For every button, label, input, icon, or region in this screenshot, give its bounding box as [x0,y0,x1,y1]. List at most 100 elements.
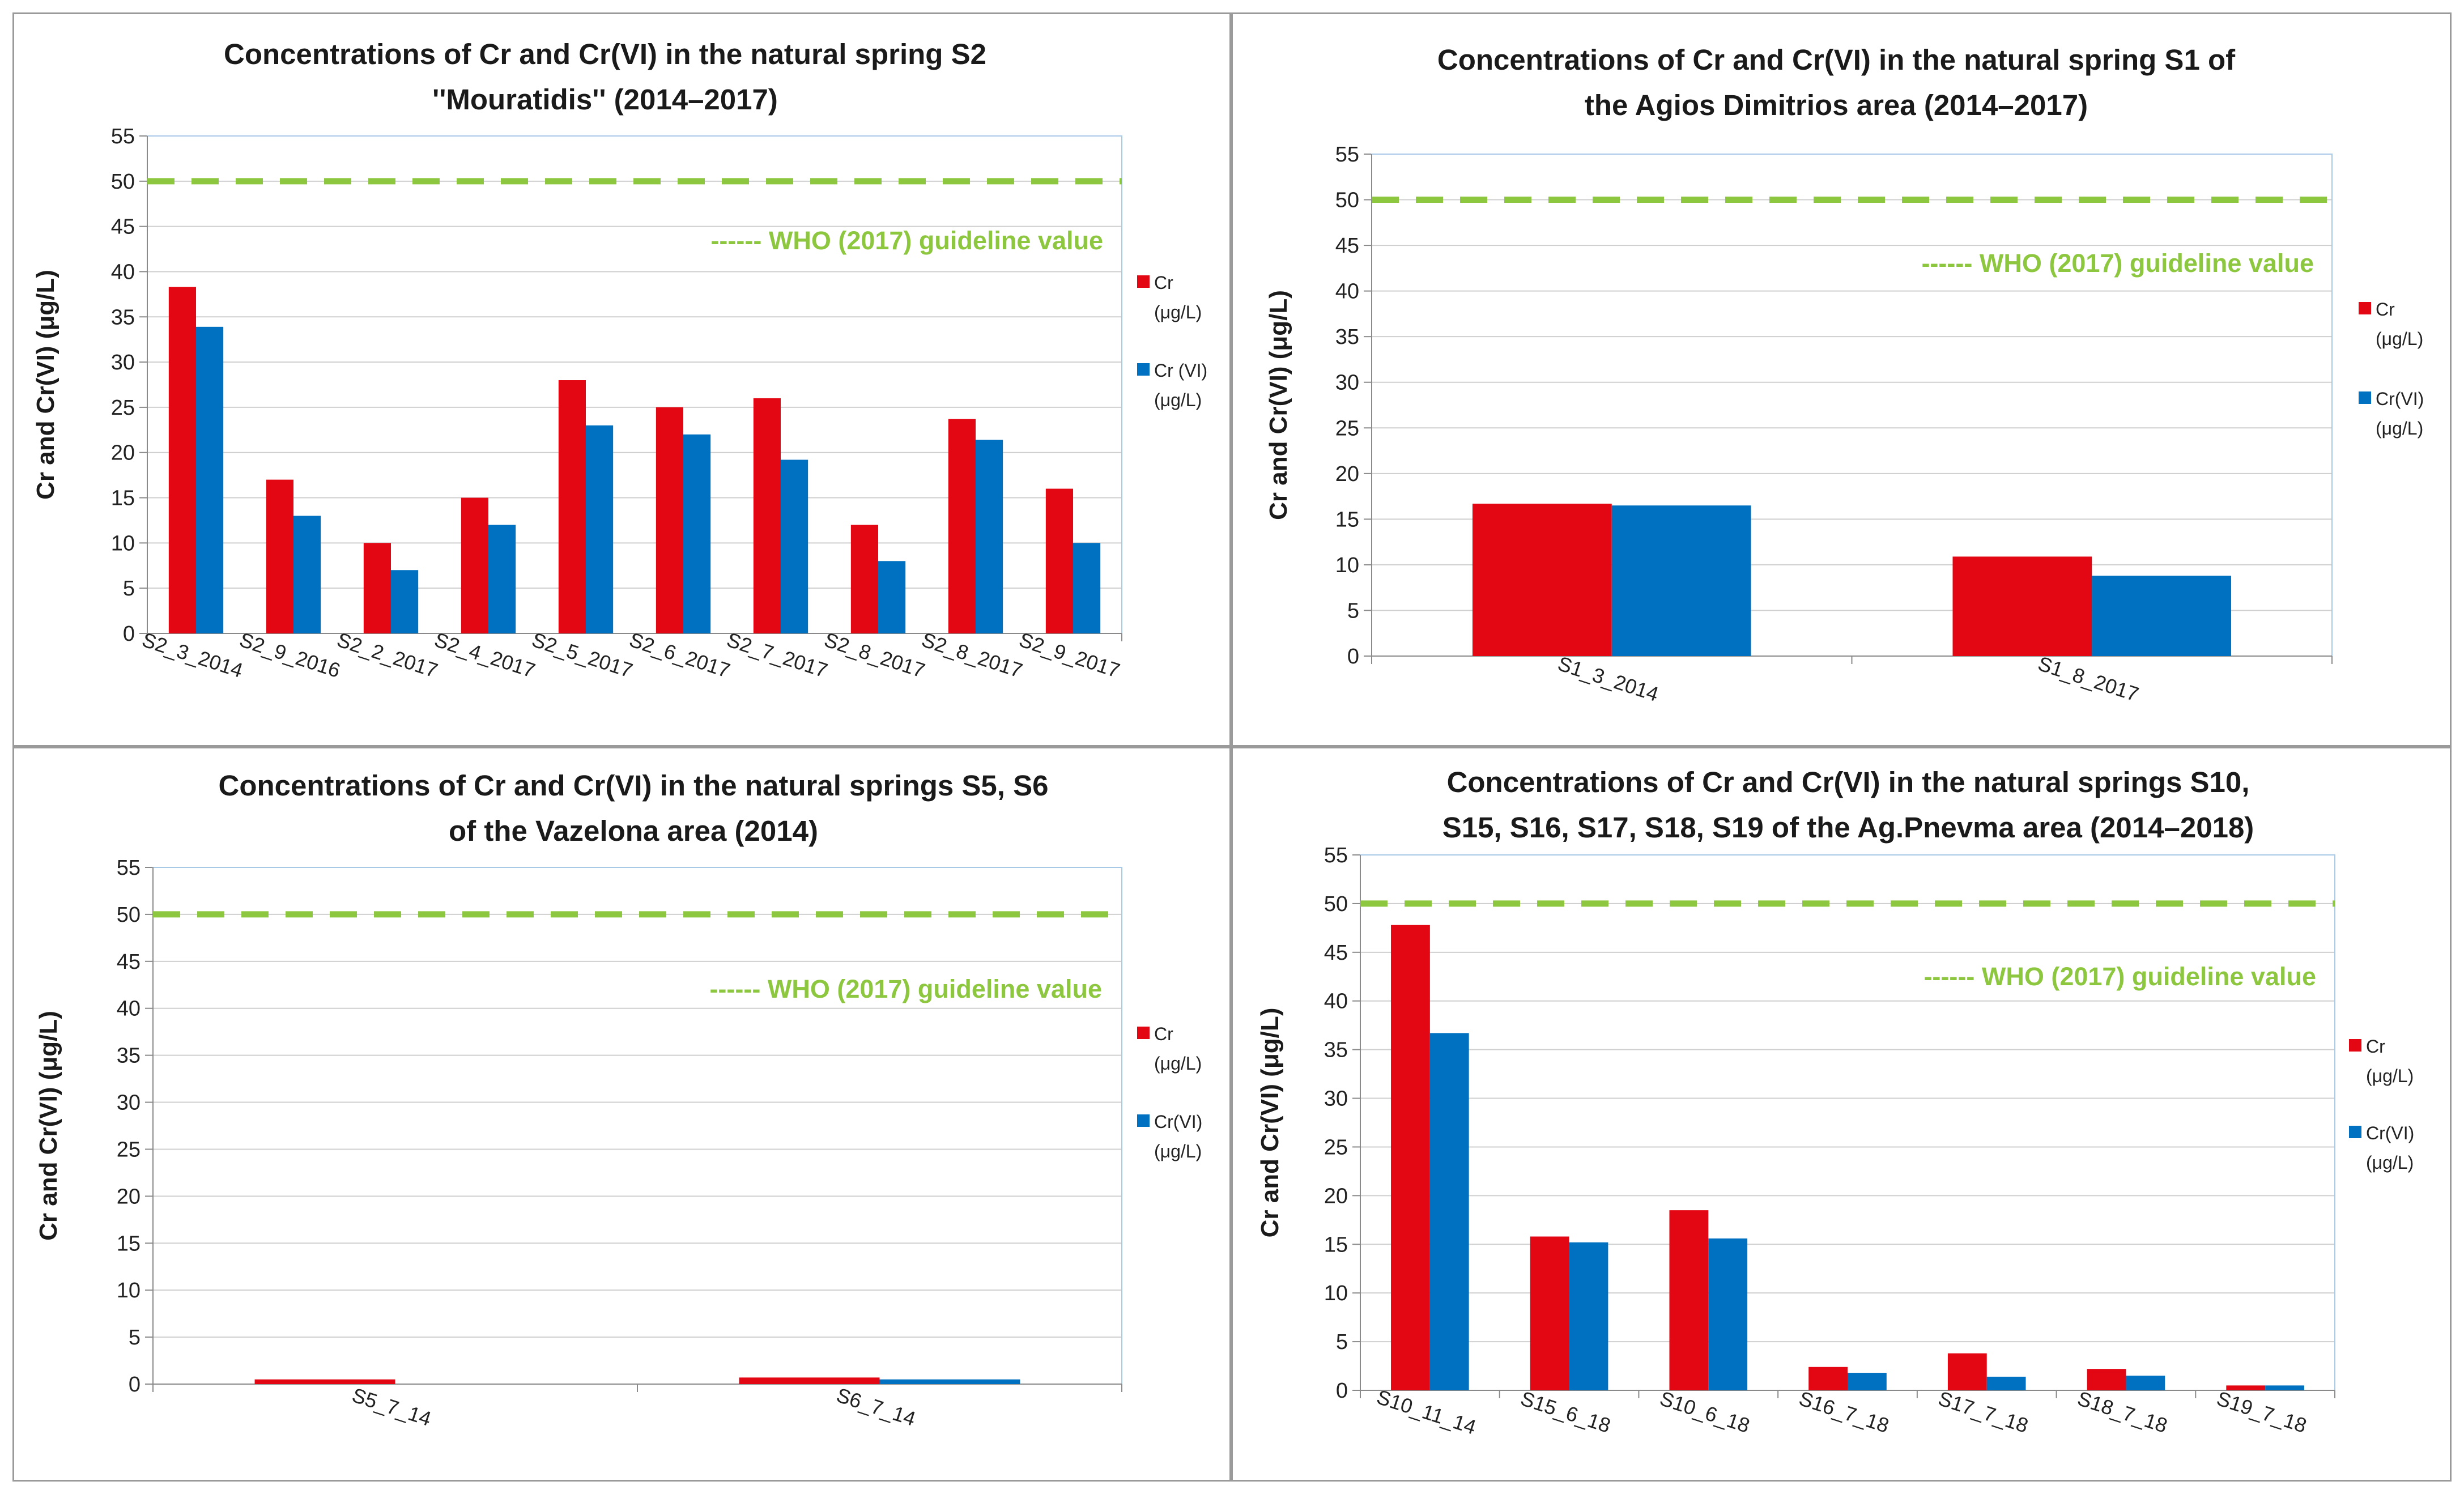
bar-crvi-s15-6-18 [1569,1242,1608,1390]
bar-cr-s17-7-18 [1947,1353,1987,1390]
y-tick-label: 50 [111,170,135,194]
y-tick-label: 5 [129,1326,141,1350]
y-tick-label: 35 [117,1044,141,1068]
bar-cr-s18-7-18 [2087,1369,2126,1390]
chart-title-line: S15, S16, S17, S18, S19 of the Ag.Pnevma… [1442,811,2254,844]
x-category-label: S2_9_2016 [237,628,343,682]
y-tick-label: 30 [111,351,135,374]
who-guideline-label: ------ WHO (2017) guideline value [1923,962,2316,991]
y-tick-label: 0 [1336,1379,1348,1403]
plot-area-frame [1360,854,2335,1391]
legend-series-name: Cr(VI) [2366,1123,2414,1143]
chart-title-line: Concentrations of Cr and Cr(VI) in the n… [224,38,986,70]
y-axis-label: Cr and Cr(VI) (μg/L) [35,1011,62,1241]
y-tick-label: 30 [1324,1087,1348,1111]
y-tick-label: 55 [117,856,141,880]
bar-cr-s2-3-2014 [168,287,196,633]
plot-area-frame [152,867,1122,1385]
bar-crvi-s1-3-2014 [1611,505,1751,656]
x-category-label: S2_8_2017 [822,628,928,682]
y-tick-label: 0 [123,622,135,646]
bar-cr-s2-8-2017 [948,419,976,633]
legend-series-name: Cr(VI) [2376,389,2424,409]
bar-crvi-s2-2-2017 [391,570,419,633]
y-tick-label: 10 [1335,554,1359,577]
bar-crvi-s6-7-14 [879,1379,1020,1384]
y-tick-label: 5 [1347,599,1359,623]
bar-crvi-s2-7-2017 [781,459,808,633]
x-category-label: S2_4_2017 [432,628,538,682]
legend-swatch [1137,363,1150,376]
x-category-label: S5_7_14 [349,1383,434,1431]
bar-crvi-s2-8-2017 [878,561,906,633]
y-tick-label: 20 [111,441,135,465]
bar-cr-s2-8-2017 [850,525,878,633]
bar-cr-s5-7-14 [254,1379,395,1384]
chart-panel-ag-pnevma: Concentrations of Cr and Cr(VI) in the n… [1231,747,2452,1482]
y-tick-label: 15 [1324,1233,1348,1257]
y-tick-label: 0 [1347,645,1359,669]
bar-cr-s2-9-2017 [1045,488,1073,633]
bar-crvi-s2-5-2017 [586,425,614,633]
legend-swatch [1137,1027,1150,1039]
x-category-label: S10_6_18 [1657,1386,1753,1437]
legend-series-name: Cr (VI) [1154,360,1207,381]
bar-cr-s1-3-2014 [1472,503,1612,656]
bar-cr-s2-5-2017 [558,380,586,633]
bar-crvi-s2-4-2017 [488,525,516,633]
bar-crvi-s16-7-18 [1848,1373,1887,1390]
x-category-label: S2_5_2017 [529,628,636,682]
y-tick-label: 45 [111,215,135,239]
y-tick-label: 15 [1335,508,1359,531]
bar-cr-s15-6-18 [1530,1236,1569,1390]
bar-crvi-s2-9-2017 [1073,543,1101,633]
y-tick-label: 0 [129,1373,141,1397]
y-tick-label: 30 [117,1091,141,1115]
bar-crvi-s17-7-18 [1986,1376,2026,1390]
x-category-label: S6_7_14 [833,1383,918,1431]
bar-cr-s2-9-2016 [266,479,293,633]
x-category-label: S10_11_14 [1374,1385,1479,1439]
y-tick-label: 50 [1335,189,1359,212]
who-guideline-label: ------ WHO (2017) guideline value [710,226,1103,255]
x-category-label: S1_8_2017 [2035,652,2142,706]
x-category-label: S2_8_2017 [919,628,1025,682]
x-category-label: S2_3_2014 [139,628,246,682]
chart-title-line: ''Mouratidis'' (2014–2017) [432,83,778,116]
y-tick-label: 40 [1324,990,1348,1014]
chart-s5-s6-svg: Concentrations of Cr and Cr(VI) in the n… [35,769,1202,1431]
y-tick-label: 30 [1335,371,1359,395]
chart-title-line: Concentrations of Cr and Cr(VI) in the n… [218,769,1048,802]
chart-title-line: of the Vazelona area (2014) [449,815,818,847]
y-tick-label: 20 [1324,1184,1348,1208]
x-category-label: S2_2_2017 [334,628,441,682]
bar-crvi-s10-11-14 [1429,1033,1469,1390]
y-tick-label: 5 [1336,1330,1348,1354]
legend-series-unit: (μg/L) [2366,1152,2414,1173]
bar-cr-s1-8-2017 [1952,556,2092,656]
x-category-label: S18_7_18 [2075,1386,2171,1437]
chart-panel-s5-s6-vazelona: Concentrations of Cr and Cr(VI) in the n… [12,747,1231,1482]
y-tick-label: 25 [117,1138,141,1161]
legend-swatch [2349,1126,2361,1138]
x-category-label: S17_7_18 [1935,1386,2031,1437]
legend-series-unit: (μg/L) [1154,390,1202,410]
bar-cr-s2-6-2017 [656,407,683,633]
y-tick-label: 40 [111,260,135,284]
y-tick-label: 20 [117,1185,141,1208]
who-guideline-label: ------ WHO (2017) guideline value [709,974,1102,1003]
legend-series-name: Cr [2366,1036,2385,1057]
y-tick-label: 25 [111,396,135,420]
bar-crvi-s2-9-2016 [293,516,321,633]
y-axis-label: Cr and Cr(VI) (μg/L) [1256,1008,1284,1238]
y-tick-label: 10 [117,1279,141,1303]
y-tick-label: 55 [111,125,135,148]
x-category-label: S19_7_18 [2214,1386,2310,1437]
y-tick-label: 35 [1335,325,1359,349]
bar-crvi-s10-6-18 [1708,1238,1748,1390]
y-tick-label: 10 [111,531,135,555]
y-tick-label: 55 [1335,143,1359,167]
legend-series-unit: (μg/L) [1154,302,1202,322]
legend-series-name: Cr [1154,1024,1173,1044]
legend-series-unit: (μg/L) [1154,1141,1202,1161]
